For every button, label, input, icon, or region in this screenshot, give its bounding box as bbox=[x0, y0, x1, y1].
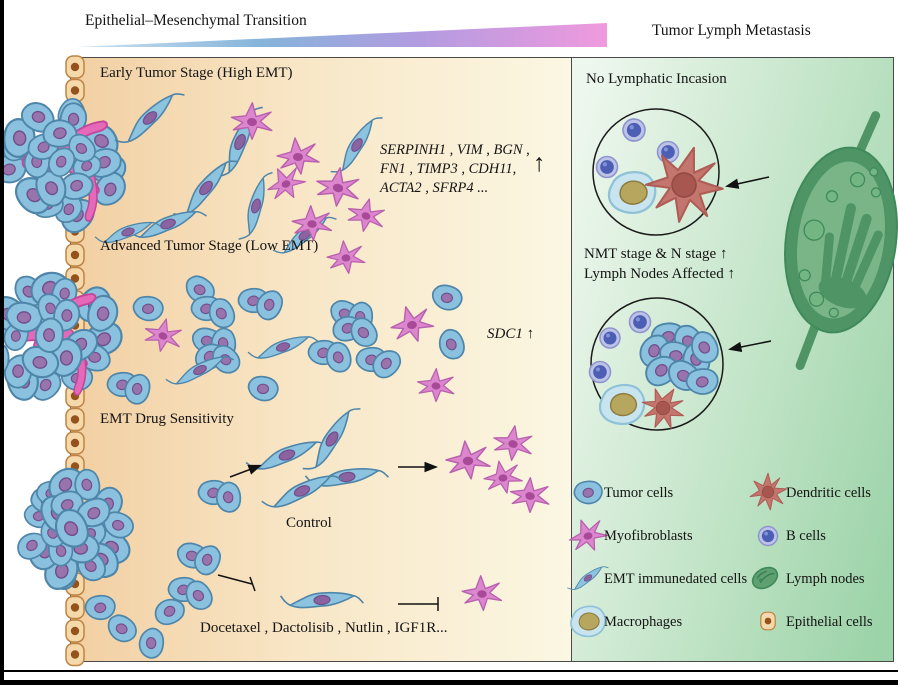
sdc1-up-arrow: ↑ bbox=[526, 326, 535, 342]
early-stage-title: Early Tumor Stage (High EMT) bbox=[100, 65, 293, 81]
gene-list: SERPINH1 , VIM , BGN , FN1 , TIMP3 , CDH… bbox=[380, 141, 530, 198]
tumor-cell-icon bbox=[0, 317, 34, 355]
no-invasion-label: No Lymphatic Incasion bbox=[586, 71, 727, 87]
tumor-cell-icon bbox=[24, 129, 63, 164]
frame-left bbox=[0, 0, 4, 685]
tumor-cell-icon bbox=[16, 96, 61, 139]
sdc1-gene: SDC1 bbox=[487, 326, 523, 342]
gene-up-arrow: ↑ bbox=[533, 150, 546, 177]
advanced-stage-title: Advanced Tumor Stage (Low EMT) bbox=[100, 238, 319, 254]
legend-item-macrophages: Macrophages bbox=[604, 614, 683, 630]
right-panel-title: Tumor Lymph Metastasis bbox=[652, 22, 811, 39]
frame-bottom-bar bbox=[0, 680, 898, 685]
tumor-cell-icon bbox=[24, 364, 67, 406]
stage-note-line1: NMT stage & N stage ↑ bbox=[584, 246, 728, 262]
legend-item-tumor-cells: Tumor cells bbox=[604, 485, 674, 501]
frame-bottom-line bbox=[0, 670, 898, 672]
legend-item-b-cells: B cells bbox=[786, 528, 826, 544]
tumor-cell-icon bbox=[0, 289, 35, 340]
legend-item-myofibroblasts: Myofibroblasts bbox=[604, 528, 693, 544]
gene-line-3: ACTA2 , SFRP4 ... bbox=[380, 180, 489, 196]
drugs-label: Docetaxel , Dactolisib , Nutlin , IGF1R.… bbox=[200, 620, 448, 636]
tumor-cell-icon bbox=[8, 270, 50, 313]
control-label: Control bbox=[286, 515, 332, 531]
tumor-cell-icon bbox=[9, 170, 59, 221]
tumor-cell-icon bbox=[25, 266, 74, 311]
tumor-cell-icon bbox=[36, 515, 69, 551]
tumor-cell-icon bbox=[21, 143, 53, 181]
gene-line-2: FN1 , TIMP3 , CDH11, bbox=[380, 161, 517, 177]
legend-item-lymph-nodes: Lymph nodes bbox=[786, 571, 865, 587]
tumor-cell-icon bbox=[2, 297, 46, 337]
tumor-cell-icon bbox=[30, 486, 64, 514]
tumor-cell-icon bbox=[0, 116, 38, 160]
tumor-cell-icon bbox=[16, 340, 64, 384]
legend-item-dendritic-cells: Dendritic cells bbox=[786, 485, 871, 501]
tumor-cell-icon bbox=[3, 358, 43, 404]
tumor-cell-icon bbox=[32, 315, 67, 356]
sdc1-label: SDC1 ↑ bbox=[487, 325, 534, 344]
emt-axis-title: Epithelial–Mesenchymal Transition bbox=[85, 12, 307, 29]
tumor-cell-icon bbox=[22, 526, 69, 576]
tumor-cell-icon bbox=[0, 129, 36, 166]
gene-line-1: SERPINH1 , VIM , BGN , bbox=[380, 142, 530, 158]
legend-item-epithelial-cells: Epithelial cells bbox=[786, 614, 873, 630]
legend-item-emt-cells: EMT immunedated cells bbox=[604, 571, 748, 587]
tumor-cell-icon bbox=[12, 527, 52, 564]
tumor-cell-icon bbox=[31, 166, 71, 211]
tumor-cell-icon bbox=[22, 501, 56, 531]
tumor-cell-icon bbox=[30, 189, 66, 220]
tumor-cell-icon bbox=[35, 480, 67, 506]
stage-note-line2: Lymph Nodes Affected ↑ bbox=[584, 266, 735, 282]
drug-section-title: EMT Drug Sensitivity bbox=[100, 411, 234, 427]
tumor-cell-icon bbox=[0, 350, 38, 392]
tumor-cell-icon bbox=[35, 291, 65, 326]
